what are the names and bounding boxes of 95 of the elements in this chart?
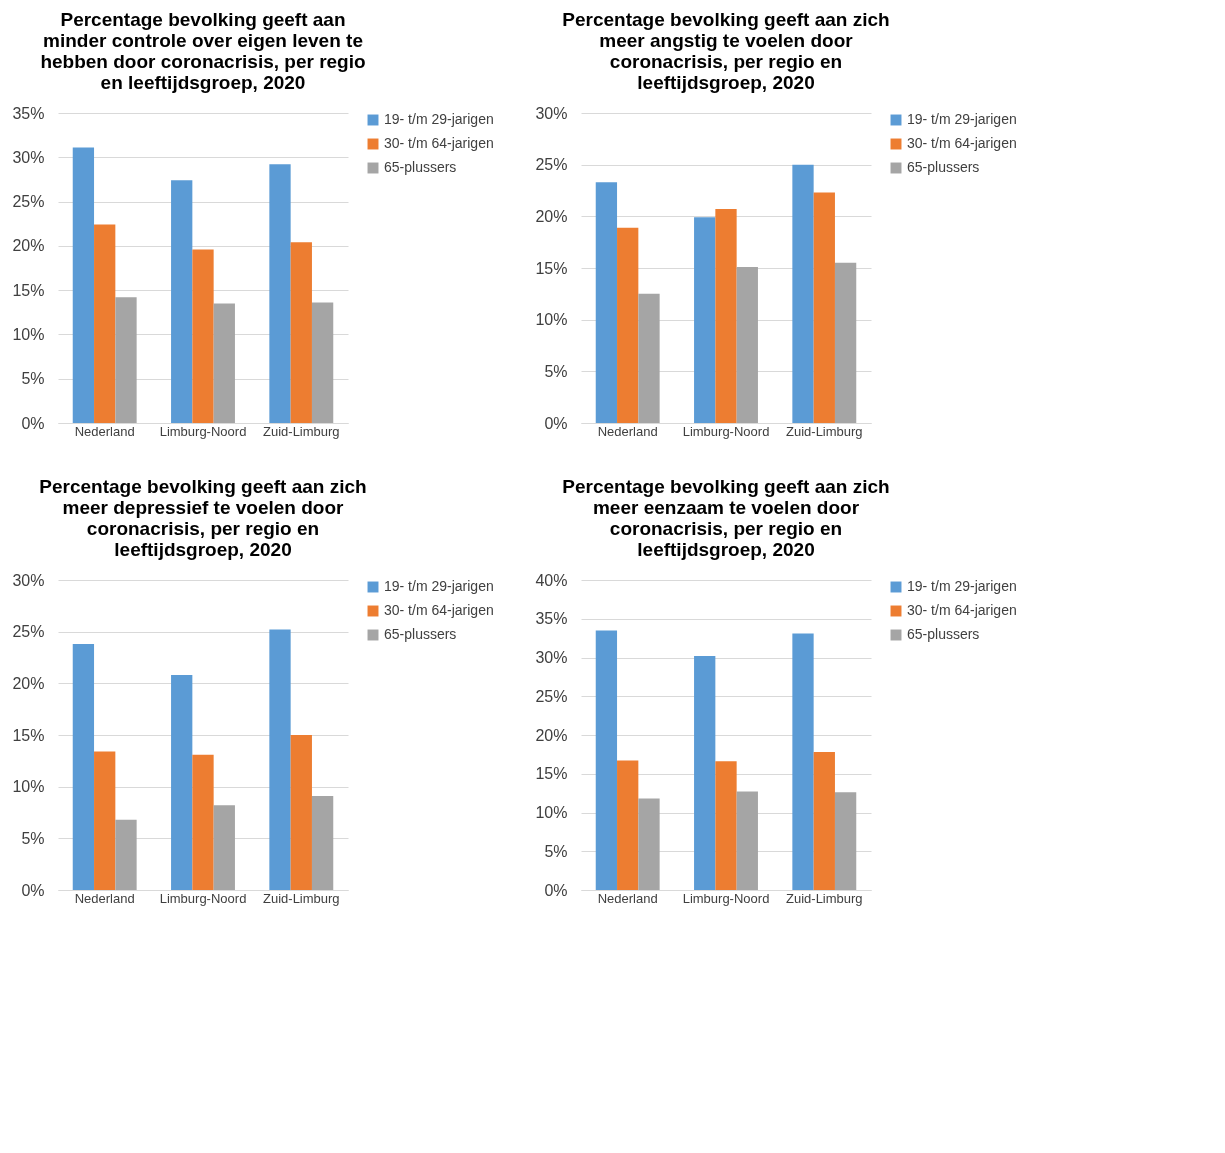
y-tick-label: 20% — [12, 674, 45, 692]
legend-label: 19- t/m 29-jarigen — [907, 111, 1017, 127]
legend-label: 65-plussers — [907, 159, 980, 175]
bar — [694, 655, 716, 890]
x-tick-label: Nederland — [597, 890, 658, 906]
bar — [171, 180, 193, 423]
legend-label: 30- t/m 64-jarigen — [907, 135, 1017, 151]
y-tick-label: 30% — [535, 104, 568, 122]
y-tick-label: 25% — [535, 156, 568, 174]
bar — [269, 164, 291, 423]
bar — [834, 792, 857, 890]
y-tick-label: 5% — [21, 829, 45, 847]
legend-label: 65-plussers — [384, 159, 457, 175]
bar — [813, 192, 835, 423]
y-tick-label: 15% — [535, 765, 568, 783]
bar — [638, 293, 660, 423]
y-tick-label: 25% — [12, 193, 45, 211]
y-tick-label: 0% — [21, 881, 45, 899]
bar — [736, 791, 758, 890]
bar — [115, 297, 137, 423]
bar — [792, 633, 814, 890]
legend-label: 19- t/m 29-jarigen — [384, 578, 494, 594]
bar — [715, 209, 737, 423]
y-tick-label: 35% — [12, 104, 45, 122]
y-tick-label: 0% — [21, 414, 45, 432]
bar — [94, 751, 116, 890]
legend-label: 19- t/m 29-jarigen — [384, 111, 494, 127]
legend-label: 30- t/m 64-jarigen — [907, 602, 1017, 618]
legend-label: 30- t/m 64-jarigen — [384, 135, 494, 151]
bar — [595, 182, 618, 423]
y-tick-label: 5% — [21, 370, 45, 388]
y-tick-label: 10% — [535, 804, 568, 821]
x-tick-label: Limburg-Noord — [159, 890, 247, 906]
bar — [192, 754, 214, 890]
y-tick-label: 25% — [12, 623, 45, 641]
bar — [311, 795, 334, 890]
y-tick-label: 20% — [535, 726, 568, 744]
bar — [171, 675, 193, 890]
legend-label: 65-plussers — [907, 626, 980, 642]
legend-label: 19- t/m 29-jarigen — [907, 578, 1017, 594]
y-tick-label: 5% — [544, 362, 568, 380]
bar — [715, 761, 737, 890]
bar — [834, 262, 857, 423]
bar — [213, 303, 235, 423]
x-tick-label: Limburg-Noord — [682, 423, 770, 439]
y-tick-label: 15% — [12, 726, 45, 744]
bar — [617, 760, 639, 890]
y-tick-label: 40% — [535, 571, 568, 589]
y-tick-label: 30% — [12, 571, 45, 589]
bar — [311, 302, 334, 423]
x-tick-label: Zuid-Limburg — [263, 890, 340, 906]
bar — [595, 630, 618, 890]
bar — [72, 644, 95, 890]
legend-label: 65-plussers — [384, 626, 457, 642]
bar — [94, 224, 116, 423]
y-tick-label: 30% — [535, 649, 568, 666]
x-tick-label: Limburg-Noord — [682, 890, 770, 906]
x-tick-label: Zuid-Limburg — [786, 890, 863, 906]
legend-label: 30- t/m 64-jarigen — [384, 602, 494, 618]
bar — [813, 752, 835, 890]
chart-title: Percentage bevolking geeft aan minder controle over eigen leven te hebben door coronacrisis, per regio en leeftijdsgroep, 2020 — [40, 9, 366, 93]
y-tick-label: 0% — [544, 414, 568, 432]
y-tick-label: 35% — [535, 610, 568, 628]
bar — [213, 805, 235, 890]
bar — [192, 249, 214, 423]
y-tick-label: 20% — [12, 237, 45, 255]
y-tick-label: 10% — [12, 325, 45, 343]
chart-title: Percentage bevolking geeft aan zich meer eenzaam te voelen door coronacrisis, per regio en leeftijdsgroep, 2020 — [562, 476, 890, 560]
y-tick-label: 15% — [12, 281, 45, 299]
bar — [736, 266, 758, 423]
bar — [269, 629, 291, 890]
x-tick-label: Nederland — [74, 890, 135, 906]
y-tick-label: 5% — [544, 842, 568, 860]
y-tick-label: 15% — [535, 259, 568, 277]
y-tick-label: 20% — [535, 207, 568, 225]
bar — [115, 819, 137, 890]
x-tick-label: Zuid-Limburg — [263, 423, 340, 439]
y-tick-label: 0% — [544, 881, 568, 899]
chart-title: Percentage bevolking geeft aan zich meer angstig te voelen door coronacrisis, per regio en leeftijdsgroep, 2020 — [562, 9, 890, 93]
y-tick-label: 10% — [535, 311, 568, 329]
x-tick-label: Nederland — [597, 423, 658, 439]
y-tick-label: 25% — [535, 687, 568, 705]
y-tick-label: 10% — [12, 778, 45, 796]
bar — [72, 147, 95, 423]
bar — [694, 217, 716, 423]
bar — [617, 227, 639, 423]
chart-title: Percentage bevolking geeft aan zich meer depressief te voelen door coronacrisis, per regio en leeftijdsgroep, 2020 — [39, 476, 367, 560]
bar — [290, 242, 312, 423]
bar — [792, 164, 814, 423]
y-tick-label: 30% — [12, 148, 45, 166]
x-tick-label: Limburg-Noord — [159, 423, 247, 439]
bar — [290, 735, 312, 890]
x-tick-label: Zuid-Limburg — [786, 423, 863, 439]
bar — [638, 798, 660, 890]
x-tick-label: Nederland — [74, 423, 135, 439]
